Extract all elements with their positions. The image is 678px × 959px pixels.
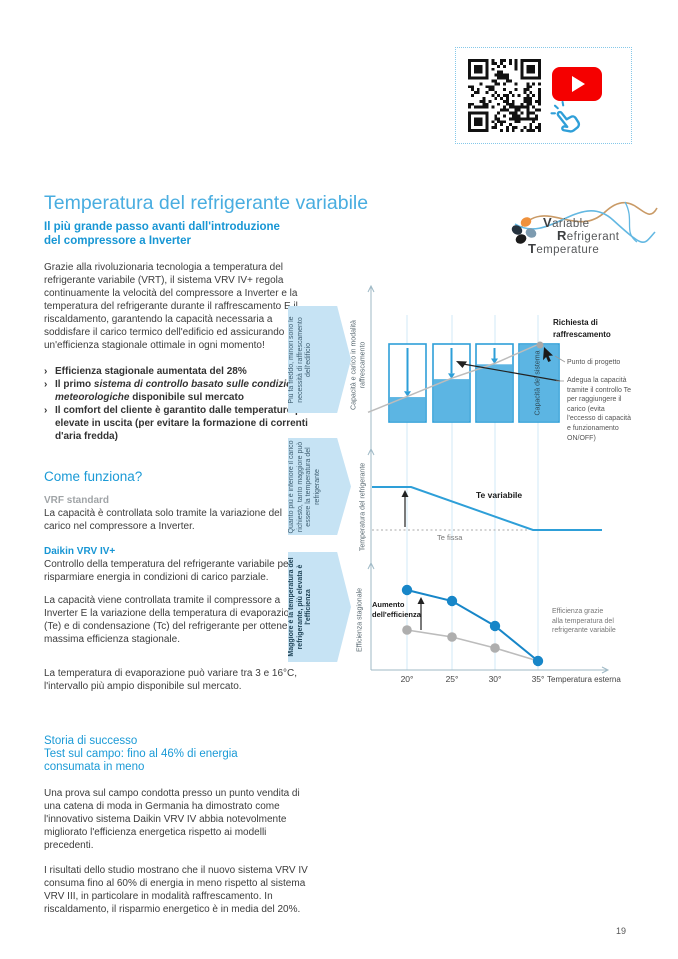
- list-item: › Efficienza stagionale aumentata del 28…: [44, 365, 316, 378]
- bullet-text-italic: sistema di controllo basato sulle condiz…: [55, 379, 302, 403]
- chart2-ylabel: Temperatura del refrigerante: [359, 462, 367, 552]
- list-item: › Il primo sistema di controllo basato s…: [44, 378, 316, 404]
- storia-line2: Test sul campo: fino al 46% di energia: [44, 748, 238, 760]
- vrt-word-variable: Variable: [543, 215, 590, 230]
- intro-paragraph: Grazie alla rivoluzionaria tecnologia a …: [44, 262, 298, 351]
- x-tick-35: 35°: [531, 674, 545, 684]
- intro-heading-line2: del compressore a Inverter: [44, 234, 192, 247]
- x-tick-30: 30°: [488, 674, 502, 684]
- efficiency-increase-label: Aumento dell'efficienza: [372, 600, 421, 619]
- bullet-text: Il primo: [55, 379, 94, 390]
- chart1-ylabel: Capacità e carico in modalità raffrescam…: [350, 320, 366, 410]
- bullet-text: Il comfort del cliente è garantito dalle…: [55, 405, 311, 442]
- video-qr-panel[interactable]: [455, 47, 632, 144]
- youtube-play-button[interactable]: [552, 67, 602, 101]
- page-title: Temperatura del refrigerante variabile: [44, 192, 369, 214]
- evaporation-paragraph: La temperatura di evaporazione può varia…: [44, 668, 298, 692]
- chart3-ylabel: Efficienza stagionale: [356, 587, 364, 653]
- te-variable-label: Te variabile: [476, 490, 523, 500]
- click-hand-icon: [550, 100, 580, 133]
- storia-line3: consumata in meno: [44, 761, 145, 773]
- chevron-text: Quanto più è inferiore il carico richies…: [287, 440, 321, 533]
- vrt-word-refrigerant: Refrigerant: [557, 228, 620, 243]
- intro-heading-line1: Il più grande passo avanti dall'introduz…: [44, 221, 280, 233]
- page-number: 19: [616, 926, 627, 936]
- storia-line1: Storia di successo: [44, 735, 138, 747]
- chevron-text: Maggiore è la temperatura del refrigeran…: [287, 557, 312, 657]
- adjust-capacity-note: Adegua la capacità tramite il controllo …: [567, 377, 632, 442]
- chevron-callout-cooling-need: Più fa freddo, minori sono le necessità …: [288, 306, 351, 413]
- bullet-icon: ›: [44, 379, 48, 390]
- vrt-logo: Variable Refrigerant Temperature: [505, 190, 665, 265]
- benefits-list: › Efficienza stagionale aumentata del 28…: [44, 365, 316, 443]
- storia-heading: Storia di successo Test sul campo: fino …: [44, 735, 304, 774]
- list-item: › Il comfort del cliente è garantito dal…: [44, 404, 316, 443]
- x-tick-25: 25°: [445, 674, 459, 684]
- cooling-demand-label: Richiesta di raffrescamento: [553, 318, 611, 339]
- vrt-logo-waves: [511, 201, 658, 244]
- storia-paragraph1: Una prova sul campo condotta presso un p…: [44, 788, 300, 851]
- intro-heading: Il più grande passo avanti dall'introduz…: [44, 221, 324, 248]
- qr-code-icon: [468, 59, 541, 132]
- system-capacity-bar-label: Capacità del sistema: [534, 350, 542, 416]
- x-tick-20: 20°: [400, 674, 414, 684]
- chevron-callout-efficiency: Maggiore è la temperatura del refrigeran…: [288, 552, 351, 662]
- chevron-text: Più fa freddo, minori sono le necessità …: [287, 315, 312, 404]
- chart3-xlabel: Temperatura esterna: [547, 675, 621, 684]
- bullet-text: disponibile sul mercato: [129, 392, 244, 403]
- come-funziona-heading: Come funziona?: [44, 469, 143, 484]
- play-icon: [572, 76, 585, 92]
- vrt-word-temperature: Temperature: [528, 241, 600, 256]
- design-point-label: Punto di progetto: [567, 359, 621, 366]
- bullet-text: Efficienza stagionale aumentata del 28%: [55, 366, 247, 377]
- storia-paragraph2: I risultati dello studio mostrano che il…: [44, 865, 308, 915]
- bullet-icon: ›: [44, 366, 48, 377]
- capacity-paragraph: La capacità viene controllata tramite il…: [44, 595, 307, 645]
- bullet-icon: ›: [44, 405, 48, 416]
- daikin-vrv-label: Daikin VRV IV+: [44, 546, 116, 557]
- vrf-standard-label: VRF standard: [44, 495, 110, 506]
- te-fixed-label: Te fissa: [437, 533, 463, 542]
- vrf-standard-text: La capacità è controllata solo tramite l…: [44, 508, 282, 532]
- efficiency-legend: Efficienza grazie alla temperatura del r…: [552, 608, 616, 635]
- chevron-callout-load-temperature: Quanto più è inferiore il carico richies…: [288, 438, 351, 535]
- daikin-vrv-text: Controllo della temperatura del refriger…: [44, 559, 292, 583]
